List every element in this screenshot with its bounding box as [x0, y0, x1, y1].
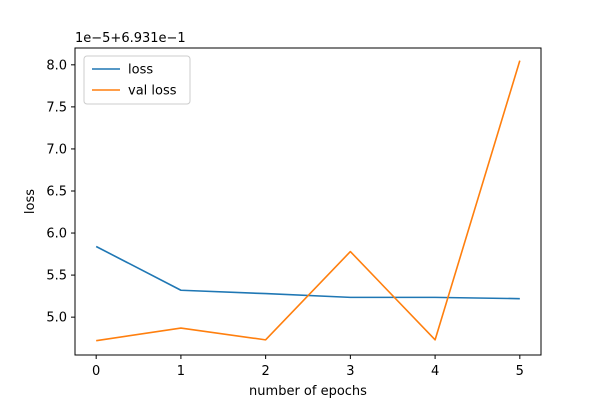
x-tick-label: 0: [92, 364, 100, 379]
x-axis-label: number of epochs: [249, 384, 367, 399]
legend-entry-val-loss: val loss: [128, 84, 177, 99]
y-axis-ticks: 5.0 5.5 6.0 6.5 7.0 7.5 8.0: [46, 58, 75, 326]
y-tick-label: 6.5: [46, 184, 67, 199]
legend: loss val loss: [83, 55, 191, 105]
y-tick-label: 7.5: [46, 100, 67, 115]
x-axis-ticks: 0 1 2 3 4 5: [92, 355, 524, 379]
y-axis-label: loss: [23, 189, 38, 214]
x-tick-label: 2: [261, 364, 269, 379]
legend-entry-loss: loss: [128, 63, 153, 78]
legend-box: [83, 55, 191, 105]
series-line-val-loss: [96, 60, 521, 342]
y-tick-label: 5.0: [46, 311, 67, 326]
y-tick-label: 7.0: [46, 142, 67, 157]
series-group: [95, 60, 521, 342]
y-tick-label: 8.0: [46, 58, 67, 73]
x-tick-label: 3: [346, 364, 354, 379]
y-tick-label: 5.5: [46, 269, 67, 284]
y-tick-label: 6.0: [46, 227, 67, 242]
x-tick-label: 4: [431, 364, 439, 379]
y-axis-offset-label: 1e−5+6.931e−1: [75, 31, 186, 46]
x-tick-label: 1: [177, 364, 185, 379]
plot-area-frame: [74, 47, 542, 356]
x-tick-label: 5: [516, 364, 524, 379]
